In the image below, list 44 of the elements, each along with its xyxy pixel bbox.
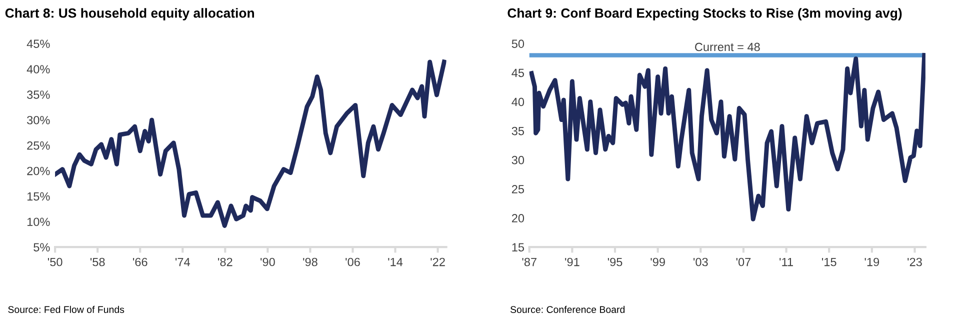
x-tick-label: '74 <box>176 258 190 266</box>
x-tick-label: '15 <box>822 258 836 266</box>
chart-title: Chart 9: Conf Board Expecting Stocks to Rise (3m moving avg) <box>508 8 902 20</box>
y-tick-label: 5% <box>34 243 50 252</box>
x-tick-label: '98 <box>303 258 318 266</box>
line-series <box>529 53 926 222</box>
x-tick-label: '87 <box>522 258 536 266</box>
y-tick-label: 30 <box>512 156 524 164</box>
y-tick-label: 20 <box>512 214 524 222</box>
x-tick-label: '66 <box>133 258 148 266</box>
x-tick-label: '82 <box>218 258 232 266</box>
y-tick-label: 50 <box>512 40 524 48</box>
ref-line-label: Current = 48 <box>695 42 760 52</box>
y-tick-label: 15% <box>27 192 50 201</box>
x-tick-label: '11 <box>780 258 793 266</box>
y-tick-label: 15 <box>512 243 524 252</box>
x-tick-label: '19 <box>864 258 880 266</box>
x-tick-label: '22 <box>430 258 445 266</box>
chart-title: Chart 8: US household equity allocation <box>5 8 254 20</box>
x-tick-label: '50 <box>48 258 62 266</box>
source-note: Source: Conference Board <box>510 306 625 314</box>
y-tick-label: 35 <box>512 126 524 136</box>
source-note: Source: Fed Flow of Funds <box>8 306 124 314</box>
y-tick-label: 45% <box>26 40 50 48</box>
x-tick-label: '06 <box>346 258 360 266</box>
x-tick-label: '23 <box>908 258 922 266</box>
x-tick-label: '07 <box>736 258 751 266</box>
x-tick-label: '03 <box>694 258 708 266</box>
y-tick-label: 30% <box>27 116 50 124</box>
y-tick-label: 35% <box>27 90 50 99</box>
x-tick-label: '58 <box>90 258 105 266</box>
x-tick-label: '91 <box>565 258 580 266</box>
y-tick-label: 25% <box>27 141 50 150</box>
y-tick-label: 25 <box>512 184 524 194</box>
y-tick-label: 40% <box>26 65 50 74</box>
x-tick-label: '99 <box>650 258 665 266</box>
y-tick-label: 20% <box>27 166 50 176</box>
y-tick-label: 45 <box>512 68 524 78</box>
x-tick-label: '95 <box>608 258 622 266</box>
y-tick-label: 10% <box>27 218 50 226</box>
x-tick-label: '90 <box>260 258 275 266</box>
line-series <box>55 60 446 228</box>
x-tick-label: '14 <box>388 258 403 266</box>
y-tick-label: 40 <box>512 98 524 106</box>
